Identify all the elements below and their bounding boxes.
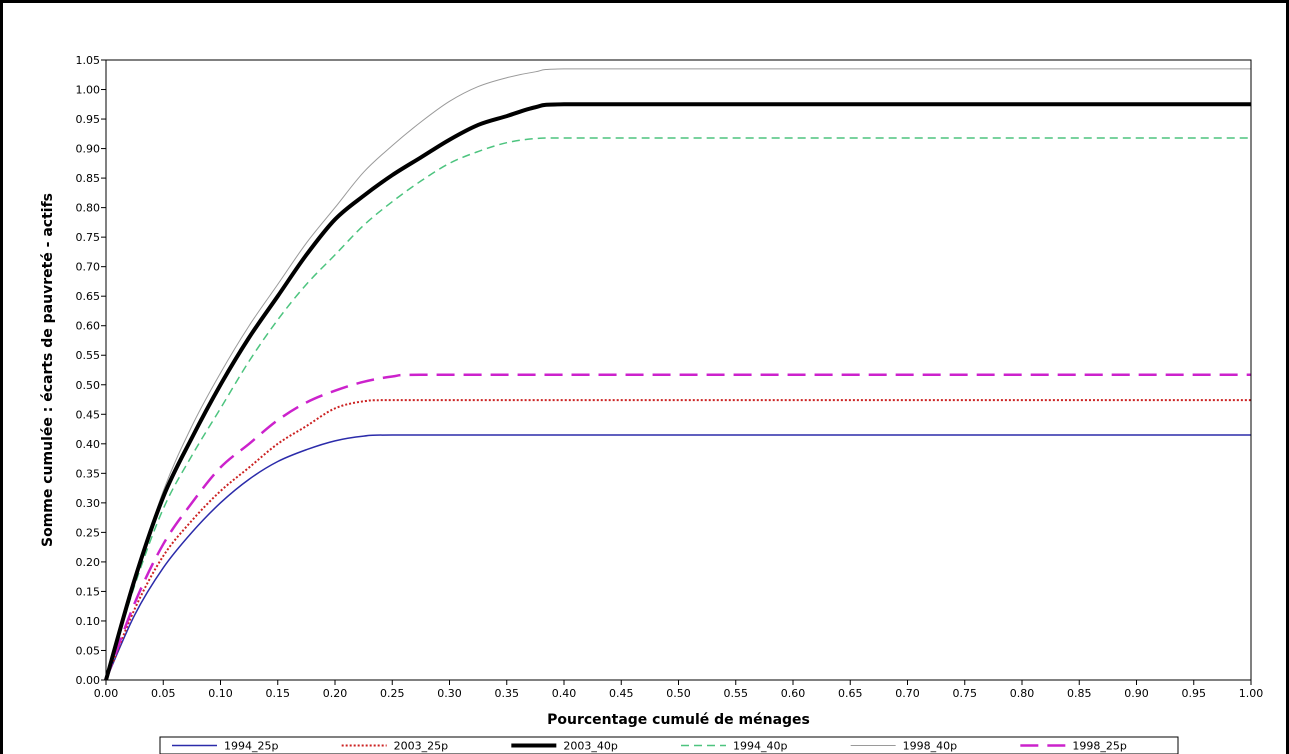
series-line-2003_25p [105,399,1251,681]
x-tick-label: 0.45 [609,687,634,700]
x-tick-label: 0.10 [208,687,233,700]
series-line-1994_40p [105,137,1251,681]
y-tick-label: 0.90 [76,143,101,156]
x-tick-label: 0.85 [1067,687,1092,700]
x-tick-label: 1.00 [1239,687,1264,700]
legend-box [159,736,1179,754]
y-tick-label: 0.95 [76,113,101,126]
legend-label-2003_40p: 2003_40p [563,740,617,753]
y-tick-label: 0.80 [76,202,101,215]
series-line-1998_40p [105,68,1251,681]
legend-label-1998_25p: 1998_25p [1072,740,1126,753]
legend-label-2003_25p: 2003_25p [394,740,448,753]
y-tick-label: 0.40 [76,438,101,451]
x-tick-label: 0.40 [552,687,577,700]
y-tick-label: 0.30 [76,497,101,510]
x-tick-label: 0.70 [895,687,920,700]
y-tick-label: 1.00 [76,84,101,97]
y-tick-label: 0.20 [76,556,101,569]
legend-label-1994_40p: 1994_40p [733,740,787,753]
y-tick-label: 0.45 [76,408,101,421]
x-tick-label: 0.75 [953,687,978,700]
x-axis-ticks: 0.00 0.05 0.10 0.15 0.20 0.25 0.30 0.35 0.40 0.45… [94,680,1264,700]
y-tick-label: 0.05 [76,644,101,657]
series-line-1994_25p [105,434,1251,681]
x-axis-title: Pourcentage cumulé de ménages [547,712,810,728]
y-tick-label: 1.05 [76,54,101,67]
series-line-2003_40p [104,102,1251,681]
x-tick-label: 0.60 [781,687,806,700]
y-axis-ticks: 0.00 0.05 0.10 0.15 0.20 0.25 0.30 0.35 0.40 0.45… [76,54,106,687]
x-tick-label: 0.30 [437,687,462,700]
series-line-1998_25p [104,373,1251,681]
x-tick-label: 0.55 [724,687,749,700]
y-tick-label: 0.55 [76,349,101,362]
y-tick-label: 0.35 [76,467,101,480]
x-tick-label: 0.20 [323,687,348,700]
x-tick-label: 0.95 [1182,687,1207,700]
legend-label-1994_25p: 1994_25p [224,740,278,753]
y-tick-label: 0.75 [76,231,101,244]
y-tick-label: 0.50 [76,379,101,392]
y-tick-label: 0.65 [76,290,101,303]
plot-border [105,59,1252,681]
x-tick-label: 0.15 [266,687,291,700]
x-tick-label: 0.00 [94,687,119,700]
y-tick-label: 0.10 [76,615,101,628]
x-tick-label: 0.25 [380,687,405,700]
x-tick-label: 0.50 [666,687,691,700]
legend: 1994_25p 2003_25p 2003_40p 1994_40p 1998_40p… [159,736,1179,754]
x-tick-label: 0.80 [1010,687,1035,700]
legend-label-1998_40p: 1998_40p [903,740,957,753]
y-tick-label: 0.25 [76,526,101,539]
y-tick-label: 0.00 [76,674,101,687]
x-tick-label: 0.65 [838,687,863,700]
series-layer [104,68,1251,681]
y-tick-label: 0.85 [76,172,101,185]
x-tick-label: 0.05 [151,687,176,700]
y-tick-label: 0.60 [76,320,101,333]
x-tick-label: 0.90 [1124,687,1149,700]
y-tick-label: 0.15 [76,585,101,598]
y-axis-title: Somme cumulée : écarts de pauvreté - act… [40,193,56,547]
x-tick-label: 0.35 [495,687,520,700]
y-tick-label: 0.70 [76,261,101,274]
